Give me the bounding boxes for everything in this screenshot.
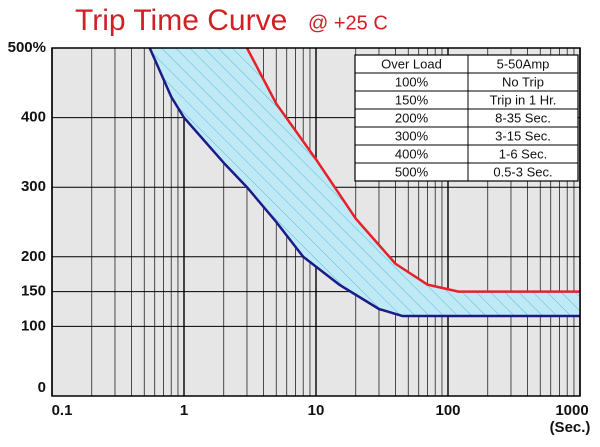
x-tick-label: 10	[308, 402, 325, 419]
chart-subtitle: @ +25 C	[308, 12, 388, 34]
curve	[245, 47, 580, 293]
x-axis-label: (Sec.)	[550, 419, 591, 436]
table-header: 5-50Amp	[497, 56, 550, 71]
table-header: Over Load	[381, 56, 442, 71]
y-tick-label: 300	[21, 178, 46, 195]
table-cell: 150%	[395, 92, 429, 107]
curve	[148, 47, 580, 318]
table-cell: 200%	[395, 110, 429, 125]
table-cell: 8-35 Sec.	[495, 110, 551, 125]
x-tick-label: 0.1	[52, 402, 73, 419]
table-cell: Trip in 1 Hr.	[490, 92, 557, 107]
table-cell: 1-6 Sec.	[499, 146, 547, 161]
y-tick-label: 0	[38, 379, 46, 396]
y-tick-label: 500%	[8, 39, 46, 56]
table-cell: No Trip	[502, 74, 544, 89]
table-box	[354, 54, 579, 182]
tolerance-band	[149, 48, 580, 316]
y-tick-label: 400	[21, 109, 46, 126]
y-tick-label: 150	[21, 283, 46, 300]
table-cell: 0.5-3 Sec.	[493, 164, 552, 179]
x-tick-label: 1	[180, 402, 188, 419]
table-cell: 100%	[395, 74, 429, 89]
x-tick-label: 1000	[555, 402, 588, 419]
x-tick-label: 100	[435, 402, 460, 419]
table-cell: 500%	[395, 164, 429, 179]
table-cell: 3-15 Sec.	[495, 128, 551, 143]
y-tick-label: 100	[21, 317, 46, 334]
table-cell: 400%	[395, 146, 429, 161]
chart-title: Trip Time Curve	[75, 4, 287, 37]
y-tick-label: 200	[21, 248, 46, 265]
plot-frame	[51, 47, 581, 397]
table-cell: 300%	[395, 128, 429, 143]
